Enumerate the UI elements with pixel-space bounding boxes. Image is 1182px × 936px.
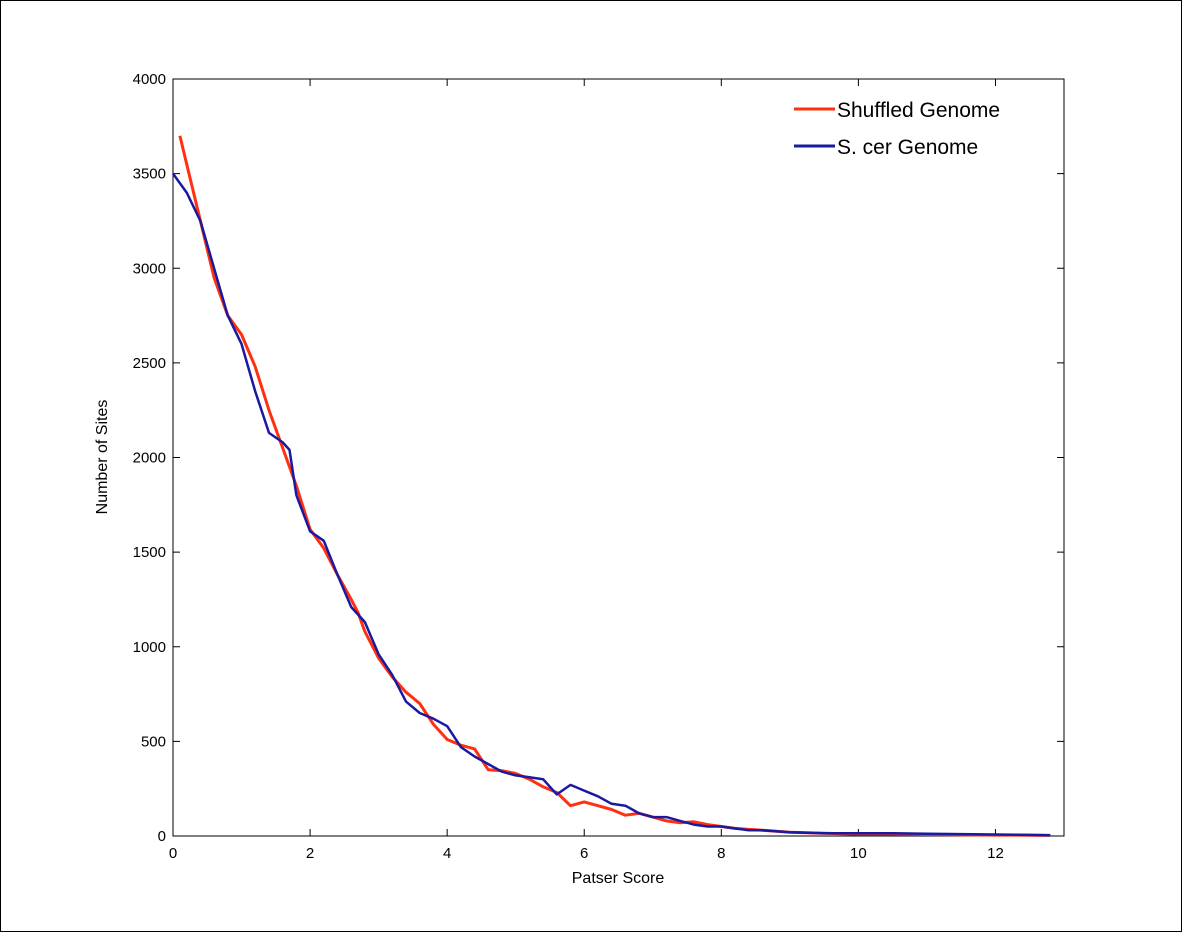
x-tick-label: 4 bbox=[443, 845, 451, 862]
axis-ticks: 0 2 4 6 8 10 12 0 500 1000 1500 2000 2500 3000 3500 400… bbox=[133, 71, 1064, 862]
y-tick-label: 500 bbox=[141, 733, 166, 750]
y-tick-label: 2500 bbox=[133, 355, 166, 372]
x-tick-label: 2 bbox=[306, 845, 314, 862]
y-tick-label: 1500 bbox=[133, 544, 166, 561]
y-tick-label: 3000 bbox=[133, 260, 166, 277]
legend-label-1: Shuffled Genome bbox=[837, 99, 1000, 122]
legend-label-2: S. cer Genome bbox=[837, 136, 978, 159]
y-axis-label: Number of Sites bbox=[94, 400, 111, 515]
x-tick-label: 8 bbox=[717, 845, 725, 862]
y-tick-label: 4000 bbox=[133, 71, 166, 88]
x-axis-label: Patser Score bbox=[572, 870, 665, 887]
series-line-2 bbox=[171, 172, 1051, 837]
y-tick-label: 2000 bbox=[133, 450, 166, 467]
y-tick-label: 3500 bbox=[133, 166, 166, 183]
y-tick-label: 0 bbox=[158, 828, 166, 845]
legend: Shuffled Genome S. cer Genome bbox=[794, 99, 1000, 159]
series-lines bbox=[171, 135, 1051, 837]
x-tick-label: 10 bbox=[850, 845, 867, 862]
x-tick-label: 0 bbox=[169, 845, 177, 862]
x-tick-label: 12 bbox=[987, 845, 1004, 862]
x-tick-label: 6 bbox=[580, 845, 588, 862]
plot-area bbox=[172, 78, 1065, 837]
y-tick-label: 1000 bbox=[133, 639, 166, 656]
